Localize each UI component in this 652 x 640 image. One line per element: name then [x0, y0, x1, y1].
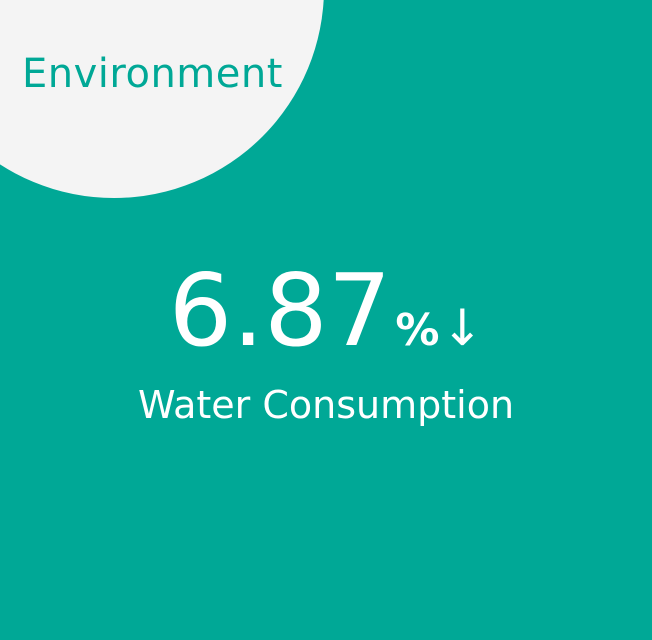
stat-value: 6.87 — [168, 252, 392, 369]
corner-circle — [0, 0, 324, 198]
arrow-down-icon: ↓ — [441, 299, 484, 357]
stat-display: 6.87%↓ — [0, 256, 652, 366]
metric-label: Water Consumption — [137, 383, 515, 427]
stat-unit: % — [395, 305, 440, 356]
category-label: Environment — [22, 51, 283, 97]
